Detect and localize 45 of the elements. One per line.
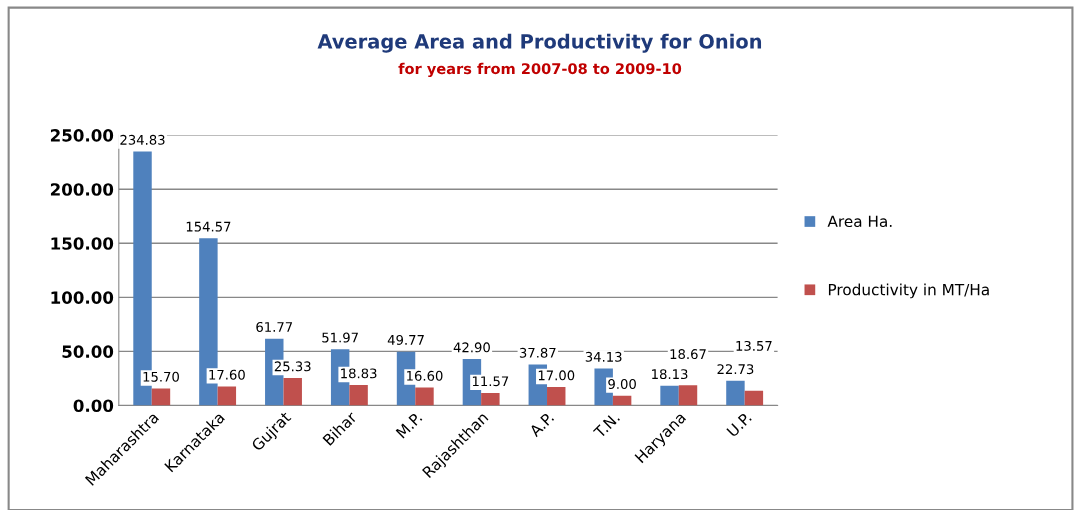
bar [283, 378, 302, 406]
bar [481, 392, 500, 406]
chart-title: Average Area and Productivity for Onion [317, 33, 762, 53]
data-label: 154.57 [186, 221, 231, 232]
chart-subtitle: for years from 2007-08 to 2009-10 [398, 62, 682, 78]
data-label: 61.77 [256, 321, 293, 332]
data-label: 51.97 [322, 332, 358, 343]
data-label: 42.90 [453, 342, 490, 353]
bar [547, 387, 566, 406]
data-label: 9.00 [608, 379, 636, 389]
y-tick-label: 150.00 [51, 237, 114, 250]
data-label: 16.60 [407, 370, 443, 381]
data-label: 49.77 [387, 334, 424, 345]
data-label: 22.73 [717, 364, 754, 375]
data-label: 234.83 [120, 134, 165, 145]
bar [678, 385, 698, 406]
data-label: 25.33 [274, 361, 311, 372]
data-label: 18.13 [652, 369, 688, 380]
data-label: 13.57 [736, 340, 772, 351]
data-label: 17.00 [538, 370, 575, 381]
data-label: 15.70 [143, 371, 179, 382]
bar [151, 388, 171, 406]
x-tick-label: A.P. [528, 411, 555, 438]
x-tick-label: U.P. [726, 411, 752, 438]
data-label: 18.67 [670, 349, 706, 360]
legend-label: Area Ha. [827, 215, 892, 228]
bar [660, 385, 679, 406]
data-label: 17.60 [209, 369, 245, 380]
bar [217, 386, 237, 406]
bar [744, 390, 764, 406]
y-tick-label: 0.00 [73, 399, 114, 413]
data-label: 18.83 [341, 368, 377, 379]
data-label: 37.87 [519, 347, 556, 358]
bar [349, 385, 368, 406]
y-tick-label: 200.00 [50, 183, 114, 196]
y-tick-label: 50.00 [62, 345, 114, 358]
legend-label: Productivity in MT/Ha [828, 283, 989, 299]
data-label: 11.57 [472, 376, 509, 387]
x-tick-label: M.P. [395, 411, 423, 439]
bar [415, 387, 434, 406]
y-tick-label: 250.00 [50, 129, 114, 142]
y-tick-label: 100.00 [51, 291, 114, 304]
data-label: 34.13 [585, 351, 622, 362]
x-tick-label: T.N. [592, 411, 620, 439]
bar [612, 395, 632, 406]
